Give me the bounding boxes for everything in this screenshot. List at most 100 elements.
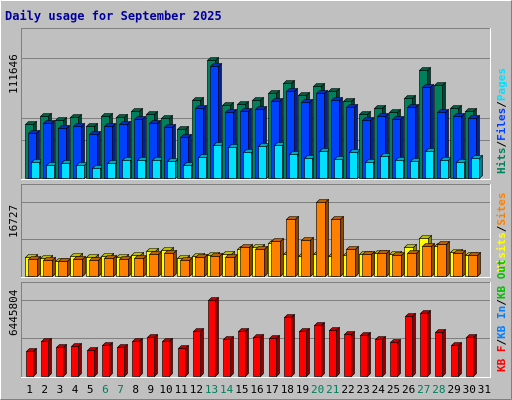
x-tick-label-day-24: 24: [372, 383, 386, 396]
bar-visits-sites-sites-day-17: [270, 237, 285, 278]
bar-hits-files-pages-pages-day-20-front: [319, 151, 328, 179]
bar-visits-sites-sites-day-23: [361, 250, 376, 278]
bar-kbytes-kb-f-day-30: [465, 333, 478, 378]
bar-kbytes-kb-f-day-3-side: [63, 343, 67, 378]
bar-visits-sites-sites-day-11: [179, 256, 194, 278]
x-tick-label-day-30: 30: [463, 383, 476, 396]
bar-kbytes-kb-f-day-25-side: [397, 338, 401, 378]
x-tick-label-day-29: 29: [447, 383, 460, 396]
bar-kbytes-kb-f-day-15-side: [245, 327, 249, 378]
bar-visits-sites-sites-day-7-side: [128, 255, 132, 278]
bar-hits-files-pages-pages-day-1-front: [31, 162, 40, 179]
legend-item-0-1: /: [495, 141, 508, 148]
bar-kbytes-kb-f-day-11-side: [185, 344, 189, 378]
bar-visits-sites-sites-day-26-side: [416, 249, 420, 278]
bar-kbytes-kb-f-day-13: [207, 296, 220, 378]
bar-hits-files-pages-pages-day-27-front: [425, 151, 434, 179]
bar-visits-sites-sites-day-24-side: [386, 249, 390, 278]
bar-kbytes-kb-f-day-13-front: [208, 300, 216, 377]
bar-kbytes-kb-f-day-4: [70, 342, 83, 378]
bar-hits-files-pages-pages-day-2-front: [46, 165, 55, 179]
bar-kbytes-kb-f-day-10-front: [162, 341, 170, 377]
bar-visits-sites-sites-day-22: [345, 245, 360, 278]
bar-visits-sites-sites-day-25-front: [392, 255, 402, 277]
bar-kbytes-kb-f-day-11-front: [178, 348, 186, 377]
bar-kbytes-kb-f-day-10-side: [169, 337, 173, 378]
bar-hits-files-pages-pages-day-15-front: [243, 152, 252, 179]
bar-kbytes-kb-f-day-27: [419, 309, 432, 378]
legend-item-1-0: Visits: [495, 232, 508, 272]
bar-kbytes-kb-f-day-18: [283, 313, 296, 378]
bar-visits-sites-sites-day-18: [285, 215, 300, 278]
bar-visits-sites-sites-day-10-front: [164, 253, 174, 277]
bar-visits-sites-sites-day-5-front: [89, 260, 99, 277]
bar-kbytes-kb-f-day-8-side: [139, 337, 143, 378]
x-tick-label-day-12: 12: [190, 383, 203, 396]
x-tick-label-day-27: 27: [417, 383, 430, 396]
bar-hits-files-pages-pages-day-18-front: [289, 154, 298, 179]
bar-visits-sites-sites-day-2-side: [52, 256, 56, 278]
x-tick-label-day-22: 22: [341, 383, 354, 396]
bar-visits-sites-sites-day-8-side: [143, 254, 147, 278]
bar-kbytes-kb-f-day-20-side: [321, 321, 325, 378]
bar-kbytes-kb-f-day-27-side: [427, 309, 431, 378]
bar-kbytes-kb-f-day-12-side: [200, 327, 204, 378]
bar-hits-files-pages-pages-day-4: [75, 161, 89, 180]
bar-kbytes-kb-f-day-9-side: [154, 333, 158, 378]
bar-visits-sites-sites-day-22-side: [355, 245, 359, 278]
bar-kbytes-kb-f-day-23: [359, 331, 372, 378]
bar-hits-files-pages-pages-day-16-front: [258, 146, 267, 179]
bar-kbytes-kb-f-day-16-side: [260, 333, 264, 378]
bar-kbytes-kb-f-day-22-front: [344, 334, 352, 377]
bar-visits-sites-sites-day-27-side: [431, 242, 435, 278]
bar-kbytes-kb-f-day-24-front: [375, 339, 383, 377]
bar-hits-files-pages-pages-day-28: [439, 156, 453, 180]
panel-visits-sites: 16727 Visits/Sites: [7, 184, 508, 278]
bar-visits-sites-sites-day-26: [406, 249, 421, 278]
bar-visits-sites-sites-day-17-front: [271, 241, 281, 277]
bar-visits-sites-sites-day-4-side: [82, 255, 86, 278]
x-tick-label-day-3: 3: [57, 383, 64, 396]
bar-kbytes-kb-f-day-16: [252, 333, 265, 378]
bar-visits-sites-sites-day-20-side: [325, 198, 329, 278]
bar-visits-sites-sites-day-1-side: [37, 255, 41, 278]
x-tick-label-day-23: 23: [357, 383, 370, 396]
bar-kbytes-kb-f-day-10: [161, 337, 174, 378]
x-tick-label-day-2: 2: [41, 383, 48, 396]
x-tick-label-day-21: 21: [326, 383, 339, 396]
bar-visits-sites-sites-day-4-front: [73, 259, 83, 277]
bar-visits-sites-sites-day-11-front: [180, 260, 190, 277]
bar-kbytes-kb-f-day-4-side: [78, 342, 82, 378]
legend-item-2-3: /: [495, 299, 508, 306]
bar-kbytes-kb-f-day-25: [389, 338, 402, 378]
x-tick-label-day-5: 5: [87, 383, 94, 396]
bar-visits-sites-sites-day-23-side: [371, 250, 375, 278]
bar-visits-sites-sites-day-15-side: [249, 243, 253, 278]
bar-visits-sites-sites-day-13: [209, 252, 224, 278]
bar-visits-sites-sites-day-7-front: [119, 259, 129, 277]
bar-kbytes-kb-f-day-6: [101, 341, 114, 378]
bar-kbytes-kb-f-day-14: [222, 335, 235, 378]
x-tick-label-day-7: 7: [117, 383, 124, 396]
bar-visits-sites-sites-day-16: [254, 245, 269, 278]
x-tick-label-day-13: 13: [205, 383, 218, 396]
bar-hits-files-pages-pages-day-10-front: [167, 161, 176, 179]
bar-visits-sites-sites-day-20: [315, 198, 330, 278]
legend-item-0-3: /: [495, 101, 508, 108]
bar-visits-sites-sites-day-3: [57, 257, 72, 278]
bar-kbytes-kb-f-day-13-side: [215, 296, 219, 378]
bar-hits-files-pages-pages-day-10: [166, 157, 180, 180]
bar-kbytes-kb-f-day-27-front: [420, 313, 428, 377]
bar-visits-sites-sites-day-24: [376, 249, 391, 278]
bar-visits-sites-sites-day-10-side: [173, 249, 177, 278]
x-tick-label-day-31: 31: [478, 383, 491, 396]
x-tick-label-day-20: 20: [311, 383, 324, 396]
bar-kbytes-kb-f-day-30-side: [473, 333, 477, 378]
bar-visits-sites-sites-day-5-side: [98, 256, 102, 278]
bar-kbytes-kb-f-day-3: [55, 343, 68, 378]
bar-hits-files-pages-pages-day-3-front: [61, 163, 70, 179]
bar-kbytes-kb-f-day-5-front: [87, 350, 95, 377]
bar-kbytes-kb-f-day-9-front: [147, 337, 155, 377]
bar-kbytes-kb-f-day-25-front: [390, 342, 398, 377]
x-tick-label-day-4: 4: [72, 383, 79, 396]
